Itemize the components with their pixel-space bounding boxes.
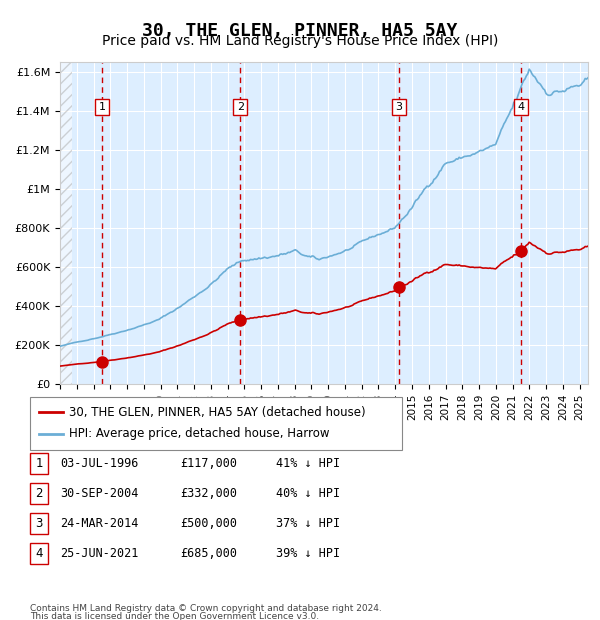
Text: 4: 4 [517,102,524,112]
Text: 3: 3 [35,517,43,529]
Text: HPI: Average price, detached house, Harrow: HPI: Average price, detached house, Harr… [69,428,329,440]
Text: 30, THE GLEN, PINNER, HA5 5AY (detached house): 30, THE GLEN, PINNER, HA5 5AY (detached … [69,406,365,419]
Text: £332,000: £332,000 [180,487,237,500]
Text: 2: 2 [35,487,43,500]
Text: This data is licensed under the Open Government Licence v3.0.: This data is licensed under the Open Gov… [30,612,319,620]
Text: 30-SEP-2004: 30-SEP-2004 [60,487,139,500]
Text: 3: 3 [395,102,403,112]
Text: 25-JUN-2021: 25-JUN-2021 [60,547,139,559]
Text: £117,000: £117,000 [180,458,237,470]
Text: 40% ↓ HPI: 40% ↓ HPI [276,487,340,500]
Text: 1: 1 [98,102,106,112]
Text: 24-MAR-2014: 24-MAR-2014 [60,517,139,529]
Text: £500,000: £500,000 [180,517,237,529]
Text: 41% ↓ HPI: 41% ↓ HPI [276,458,340,470]
Text: 30, THE GLEN, PINNER, HA5 5AY: 30, THE GLEN, PINNER, HA5 5AY [142,22,458,40]
Text: 03-JUL-1996: 03-JUL-1996 [60,458,139,470]
Text: Contains HM Land Registry data © Crown copyright and database right 2024.: Contains HM Land Registry data © Crown c… [30,604,382,613]
Text: 2: 2 [236,102,244,112]
Text: 37% ↓ HPI: 37% ↓ HPI [276,517,340,529]
Text: £685,000: £685,000 [180,547,237,559]
Text: Price paid vs. HM Land Registry's House Price Index (HPI): Price paid vs. HM Land Registry's House … [102,34,498,48]
Text: 39% ↓ HPI: 39% ↓ HPI [276,547,340,559]
Text: 4: 4 [35,547,43,559]
Text: 1: 1 [35,458,43,470]
